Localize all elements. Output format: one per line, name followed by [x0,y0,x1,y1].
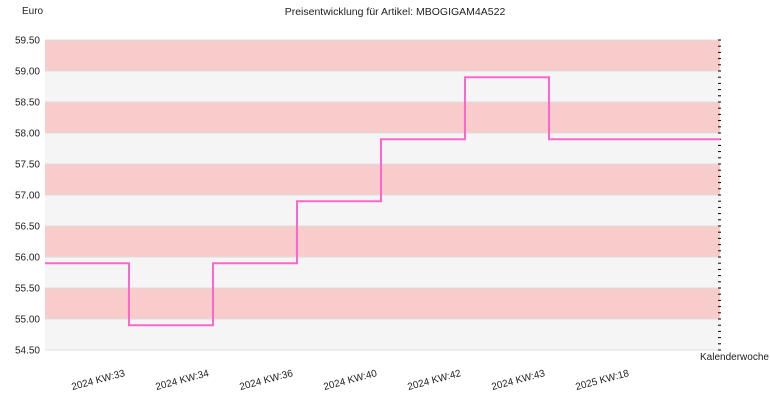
y-tick-label: 55.00 [15,315,40,326]
y-tick-label: 59.00 [15,67,40,78]
x-tick-labels: 2024 KW:33 2024 KW:34 2024 KW:36 2024 KW:40… [70,368,630,393]
band [45,164,720,195]
band [45,40,720,71]
x-tick-label: 2024 KW:43 [490,368,546,393]
y-tick-labels: 54.50 55.00 55.50 56.00 56.50 57.00 57.50 58.00… [15,36,40,357]
y-tick-label: 58.00 [15,129,40,140]
x-tick-label: 2024 KW:36 [238,368,294,393]
y-tick-label: 54.50 [15,346,40,357]
chart-title: Preisentwicklung für Artikel: MBOGIGAM4A… [285,6,506,18]
gridlines [45,39,720,351]
band [45,71,720,102]
price-series-line [45,76,720,327]
y-tick-label: 57.50 [15,160,40,171]
y-tick-label: 56.50 [15,222,40,233]
x-axis-label: Kalenderwoche [700,352,769,363]
y-tick-label: 55.50 [15,284,40,295]
background-bands [45,40,720,350]
band [45,257,720,288]
band [45,226,720,257]
y-tick-label: 59.50 [15,36,40,47]
band [45,195,720,226]
band [45,102,720,133]
right-minor-ticks [718,39,721,351]
y-tick-label: 56.00 [15,253,40,264]
y-tick-label: 57.00 [15,191,40,202]
y-tick-label: 58.50 [15,98,40,109]
band [45,288,720,319]
x-tick-label: 2024 KW:33 [70,368,126,393]
band [45,319,720,350]
x-tick-label: 2025 KW:18 [574,368,630,393]
x-tick-label: 2024 KW:34 [154,368,210,393]
x-tick-label: 2024 KW:40 [322,368,378,393]
y-axis-label: Euro [22,6,44,17]
band [45,133,720,164]
x-tick-label: 2024 KW:42 [406,368,462,393]
